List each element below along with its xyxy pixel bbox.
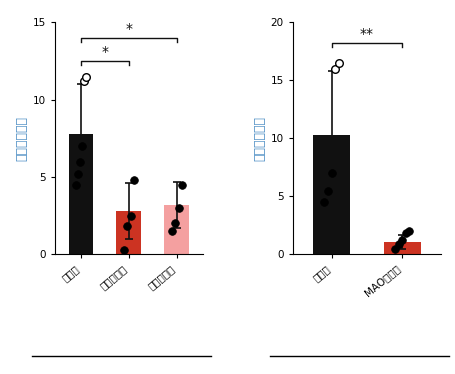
Point [127, 213, 134, 219]
Bar [116, 211, 142, 254]
Text: **: ** [360, 27, 374, 41]
Point [331, 66, 339, 72]
Point [168, 228, 176, 234]
Point [75, 171, 82, 177]
Point [124, 224, 131, 230]
Point [175, 205, 182, 211]
Bar [384, 242, 421, 254]
Text: *: * [126, 22, 132, 36]
Point [328, 170, 335, 176]
Point [130, 177, 137, 183]
Point [406, 228, 413, 234]
Y-axis label: 細胞死（％）: 細胞死（％） [253, 116, 266, 161]
Point [402, 230, 410, 236]
Point [399, 237, 406, 243]
Point [78, 143, 86, 149]
Bar [165, 205, 189, 254]
Text: *: * [101, 45, 108, 59]
Point [72, 182, 80, 188]
Point [335, 60, 342, 66]
Point [76, 159, 84, 165]
Point [395, 241, 403, 247]
Point [324, 187, 332, 194]
Point [82, 74, 90, 80]
Bar [69, 134, 93, 254]
Point [392, 245, 399, 251]
Y-axis label: 細胞死（％）: 細胞死（％） [15, 116, 28, 161]
Point [178, 182, 185, 188]
Point [321, 199, 328, 205]
Point [172, 220, 179, 226]
Bar [313, 135, 350, 254]
Point [80, 78, 87, 84]
Point [121, 247, 128, 253]
